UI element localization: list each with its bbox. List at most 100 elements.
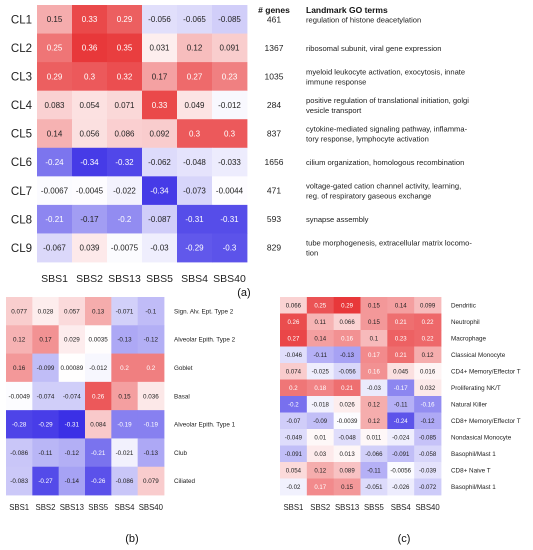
heatmap-cell: [85, 297, 112, 326]
row-tick-label: Basophil/Mast 1: [451, 484, 496, 491]
cell-value-label: 0.36: [82, 44, 98, 53]
heatmap-cell: [37, 33, 73, 63]
heatmap-cell: [137, 381, 165, 411]
heatmap-cell: [280, 462, 308, 479]
cell-value-label: -0.28: [12, 422, 27, 429]
cell-value-label: 0.33: [152, 101, 168, 110]
cell-value-label: 0.011: [367, 434, 382, 441]
heatmap-cell: [414, 396, 442, 413]
heatmap-cell: [142, 62, 178, 92]
heatmap-cell: [333, 429, 361, 446]
heatmap-cell: [280, 429, 308, 446]
column-tick-label: SBS1: [283, 503, 303, 512]
heatmap-cell: [72, 119, 108, 149]
heatmap-cell: [280, 396, 308, 413]
cell-value-label: -0.02: [286, 484, 301, 491]
heatmap-cell: [280, 330, 308, 347]
heatmap-cell: [360, 445, 388, 463]
cell-value-label: 0.054: [286, 467, 302, 474]
column-tick-label: SBS5: [88, 503, 109, 512]
cell-value-label: 0.036: [143, 393, 159, 400]
cell-value-label: -0.0056: [390, 467, 411, 474]
heatmap-panel-2: 0.066 0.25 0.29 0.15 0.14 0.099 0.26 0.11 0.066 0…: [280, 297, 521, 545]
go-term-text: tory response, lymphocyte activation: [306, 135, 429, 144]
heatmap-cell: [280, 412, 308, 430]
panel-label: (c): [398, 533, 411, 545]
heatmap-cell: [107, 147, 143, 177]
heatmap-cell: [37, 176, 73, 206]
cell-value-label: -0.026: [392, 484, 410, 491]
cell-value-label: -0.058: [419, 451, 437, 458]
cell-value-label: 0.3: [84, 72, 96, 81]
heatmap-cell: [137, 353, 165, 383]
cell-value-label: 0.16: [368, 368, 380, 375]
heatmap-cell: [212, 119, 248, 149]
cell-value-label: -0.086: [10, 450, 28, 457]
heatmap-cell: [333, 363, 361, 380]
heatmap-cell: [32, 438, 60, 468]
cell-value-label: -0.025: [312, 368, 330, 375]
heatmap-cell: [306, 412, 335, 430]
heatmap-cell: [212, 233, 248, 263]
column-tick-label: SBS5: [364, 503, 385, 512]
cell-value-label: -0.056: [338, 368, 356, 375]
heatmap-cell: [142, 176, 178, 206]
cell-value-label: 0.2: [289, 385, 298, 392]
heatmap-cell: [107, 119, 143, 149]
cell-value-label: 0.074: [286, 368, 302, 375]
cell-value-label: -0.34: [80, 158, 99, 167]
cell-value-label: 0.21: [341, 385, 353, 392]
go-term-text: voltage-gated cation channel activity, l…: [306, 182, 461, 191]
heatmap-cell: [85, 325, 112, 354]
cell-value-label: -0.27: [38, 478, 53, 485]
heatmap-cell: [32, 466, 60, 496]
row-tick-label: Ciliated: [174, 478, 195, 485]
cell-value-label: -0.19: [117, 422, 132, 429]
cell-value-label: -0.11: [394, 401, 408, 408]
cell-value-label: -0.26: [91, 478, 106, 485]
cell-value-label: 0.15: [368, 302, 380, 309]
cell-value-label: 0.049: [184, 101, 205, 110]
cell-value-label: -0.033: [218, 158, 241, 167]
cell-value-label: -0.09: [313, 418, 328, 425]
column-tick-label: SBS13: [335, 503, 359, 512]
cell-value-label: 0.12: [13, 337, 26, 344]
heatmap-cell: [414, 346, 442, 364]
cell-value-label: -0.13: [144, 450, 159, 457]
heatmap-cell: [37, 204, 73, 234]
heatmap-cell: [387, 379, 415, 397]
cell-value-label: 0.23: [395, 335, 407, 342]
heatmap-cell: [6, 325, 33, 354]
cell-value-label: 0.25: [314, 302, 326, 309]
gene-count: 593: [267, 214, 281, 224]
cell-value-label: 0.14: [395, 302, 407, 309]
heatmap-cell: [111, 297, 139, 326]
row-tick-label: CL7: [11, 186, 32, 198]
heatmap-cell: [212, 204, 248, 234]
cell-value-label: -0.051: [365, 484, 383, 491]
heatmap-cell: [387, 297, 415, 314]
heatmap-cell: [58, 381, 86, 411]
heatmap-cell: [387, 445, 415, 463]
heatmap-cell: [280, 379, 308, 397]
cell-value-label: -0.19: [144, 422, 159, 429]
heatmap-cell: [387, 346, 415, 364]
cell-value-label: -0.2: [118, 215, 132, 224]
cell-value-label: 0.26: [287, 319, 299, 326]
heatmap-cell: [280, 297, 308, 314]
cell-value-label: 0.0035: [89, 337, 109, 344]
column-tick-label: SBS1: [41, 273, 68, 285]
heatmap-cell: [137, 438, 165, 468]
heatmap-cell: [280, 445, 308, 463]
cell-value-label: -0.048: [183, 158, 206, 167]
cell-value-label: -0.039: [419, 467, 437, 474]
heatmap-cell: [306, 330, 335, 347]
panel-label: (b): [125, 533, 138, 545]
row-tick-label: CL9: [11, 243, 32, 255]
heatmap-cell: [212, 33, 248, 63]
column-tick-label: SBS4: [181, 273, 208, 285]
cell-value-label: -0.12: [144, 337, 159, 344]
heatmap-cell: [58, 438, 86, 468]
column-tick-label: SBS40: [415, 503, 440, 512]
